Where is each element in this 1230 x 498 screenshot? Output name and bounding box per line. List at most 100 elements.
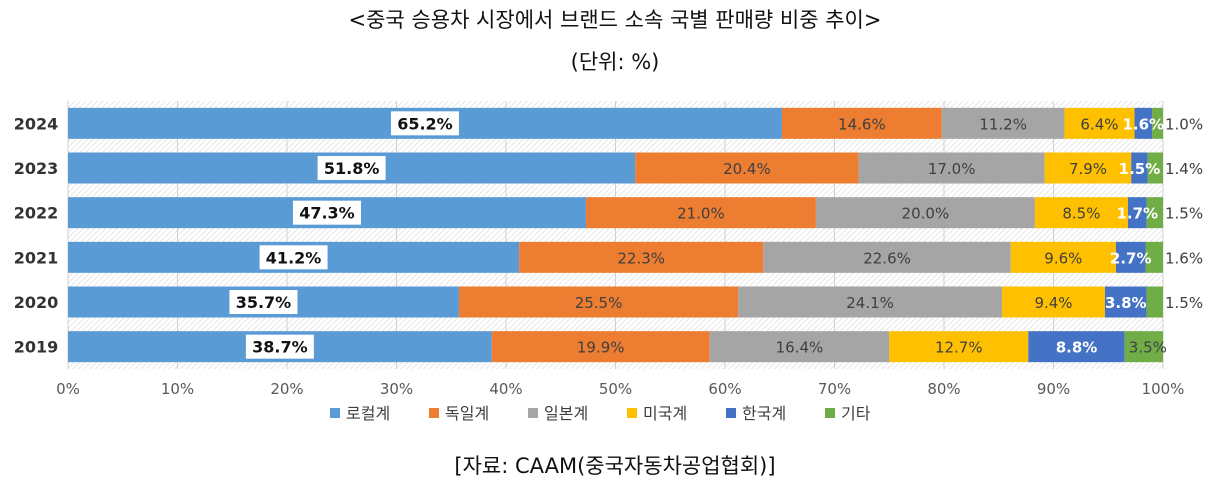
data-label: 8.5% [1062,205,1100,223]
data-label: 3.8% [1105,294,1147,312]
y-category-label: 2019 [14,338,59,357]
data-label: 9.4% [1034,294,1072,312]
bar-segment [1127,197,1147,229]
bar-segment [1131,152,1148,184]
x-tick-label: 10% [161,380,194,398]
data-label: 16.4% [776,339,824,357]
data-label: 1.6% [1165,249,1203,267]
data-label-box [317,156,386,180]
x-tick-label: 50% [599,380,632,398]
x-tick-label: 40% [489,380,522,398]
data-label: 1.5% [1119,160,1161,178]
bar-segment [585,197,816,229]
data-label: 1.5% [1165,205,1203,223]
x-tick-label: 80% [927,380,960,398]
bar-segment [1145,241,1163,273]
bar-segment [1010,241,1116,273]
bar-segment [858,152,1045,184]
bar-segment [1152,107,1163,139]
bar-segment [738,286,1003,318]
data-label: 1.7% [1116,205,1158,223]
bar-segment [1134,107,1153,139]
data-label: 19.9% [577,339,625,357]
data-label: 1.6% [1122,115,1164,133]
data-label-box [259,245,328,270]
bar-segment [1034,197,1128,229]
bar-segment [1146,286,1163,318]
x-tick-label: 30% [380,380,413,398]
y-category-label: 2020 [14,293,59,312]
x-tick-label: 0% [56,380,80,398]
data-label: 6.4% [1080,115,1118,133]
data-label: 41.2% [266,248,322,267]
bar-segment [1104,286,1147,318]
bar-segment [889,331,1029,363]
data-label: 47.3% [299,204,355,223]
data-label-box [390,111,459,136]
bar-segment [1064,107,1135,139]
bar-segment [941,107,1065,139]
data-label-box [292,200,361,225]
chart-title: <중국 승용차 시장에서 브랜드 소속 국별 판매량 비중 추이> [348,8,882,32]
data-label: 14.6% [838,115,886,133]
legend-swatch [627,408,637,418]
chart-unit: (단위: %) [570,50,660,74]
data-label: 20.4% [723,160,771,178]
bar-segment [491,331,710,363]
bar-segment [1146,197,1163,229]
data-label: 8.8% [1056,339,1098,357]
legend-swatch [330,408,340,418]
data-label: 24.1% [846,294,894,312]
bar-segment [815,197,1035,229]
legend-label: 독일계 [445,404,489,423]
data-label: 22.3% [617,249,665,267]
source-note: [자료: CAAM(중국자동차공업협회)] [454,454,776,478]
data-label: 1.0% [1165,115,1203,133]
x-tick-label: 20% [270,380,303,398]
bar-segment [1028,331,1125,363]
data-label: 22.6% [863,249,911,267]
x-tick-label: 70% [818,380,851,398]
data-label: 1.4% [1165,160,1203,178]
data-label: 1.5% [1165,294,1203,312]
legend-label: 한국계 [742,404,786,423]
bar-segment [763,241,1011,273]
data-label: 65.2% [397,114,453,133]
data-label-box [229,290,298,314]
legend-label: 미국계 [643,404,687,423]
bar-segment [1002,286,1105,318]
bar-segment [635,152,859,184]
y-category-label: 2022 [14,204,59,223]
y-category-label: 2024 [14,114,59,133]
bar-segment [1147,152,1163,184]
legend-swatch [528,408,538,418]
bar-segment [1115,241,1146,273]
bar-segment [1124,331,1163,363]
x-tick-label: 90% [1037,380,1070,398]
data-label: 12.7% [935,339,983,357]
legend-label: 기타 [841,404,871,423]
data-label: 35.7% [236,293,292,312]
data-label: 11.2% [979,115,1027,133]
x-tick-label: 60% [708,380,741,398]
bar-segment [781,107,942,139]
data-label: 51.8% [324,159,380,178]
legend-swatch [726,408,736,418]
data-label: 20.0% [902,205,950,223]
data-label: 38.7% [252,338,308,357]
data-label: 3.5% [1129,339,1167,357]
data-label: 7.9% [1069,160,1107,178]
data-label: 21.0% [677,205,725,223]
x-tick-label: 100% [1142,380,1185,398]
legend-swatch [429,408,439,418]
legend-label: 일본계 [544,404,588,423]
data-label: 2.7% [1110,249,1152,267]
bar-segment [458,286,739,318]
bar-segment [519,241,764,273]
y-category-label: 2021 [14,248,59,267]
legend-label: 로컬계 [346,404,390,423]
data-label: 9.6% [1044,249,1082,267]
bar-segment [1044,152,1132,184]
y-category-label: 2023 [14,159,59,178]
